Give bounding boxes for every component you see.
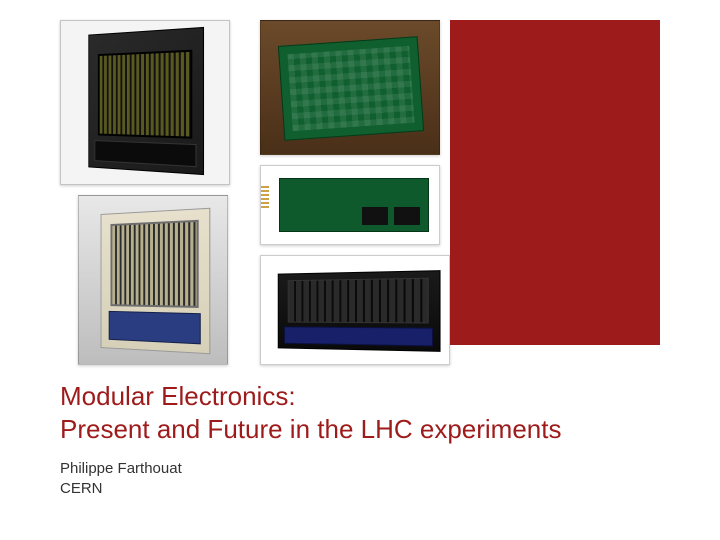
photo-vme-crate-dark [60, 20, 230, 185]
title-line-2: Present and Future in the LHC experiment… [60, 414, 561, 444]
photo-blue-rack-unit [260, 255, 450, 365]
slide-title: Modular Electronics: Present and Future … [60, 380, 660, 445]
author-block: Philippe Farthouat CERN [60, 459, 660, 500]
author-affiliation: CERN [60, 480, 103, 497]
author-name: Philippe Farthouat [60, 460, 182, 477]
photo-green-pcb-flat [260, 165, 440, 245]
title-line-1: Modular Electronics: [60, 381, 296, 411]
title-block: Modular Electronics: Present and Future … [60, 380, 660, 500]
accent-block [450, 20, 660, 345]
photo-beige-rack [78, 195, 228, 365]
photo-green-pcb-angled [260, 20, 440, 155]
